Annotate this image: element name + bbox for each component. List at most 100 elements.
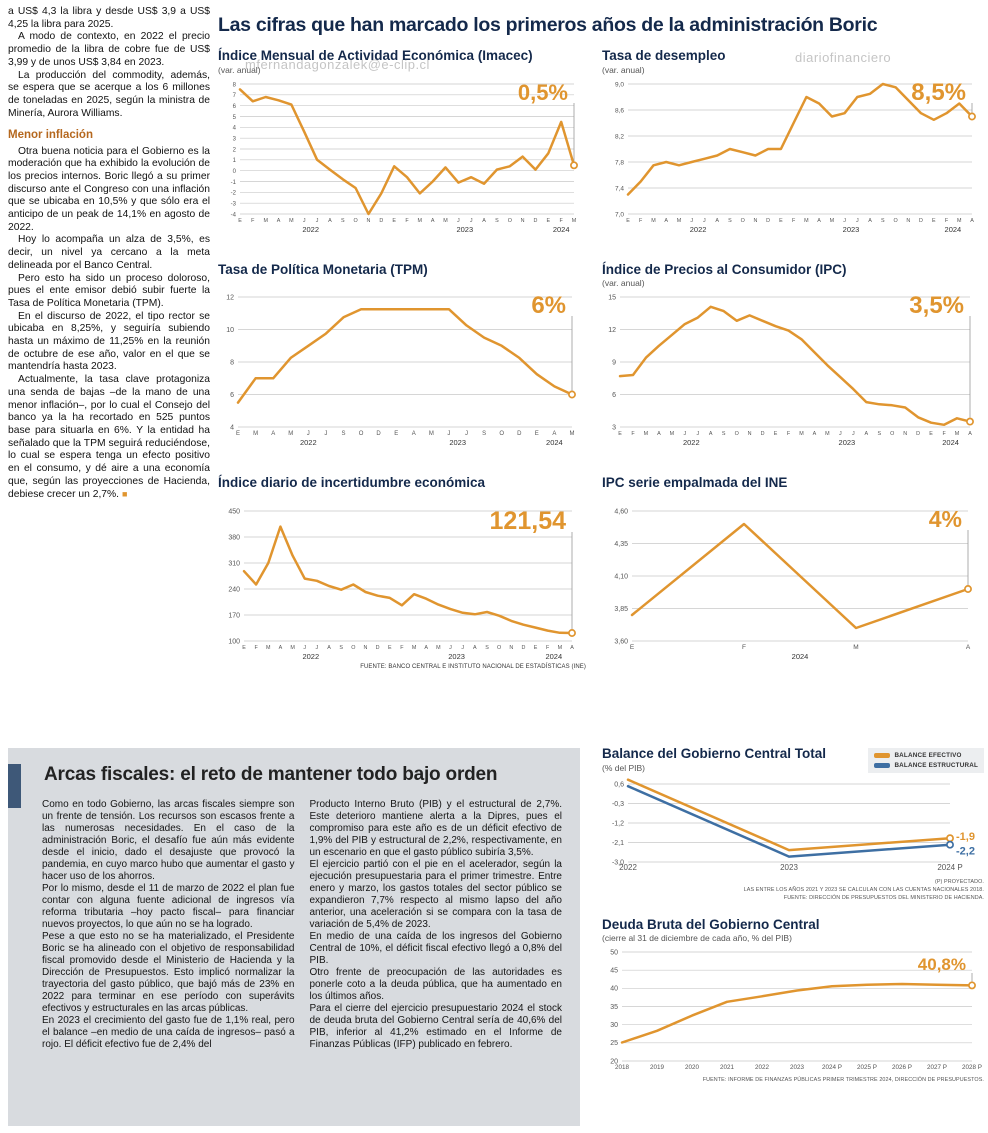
note-line: LAS ENTRE LOS AÑOS 2021 Y 2023 SE CALCUL… (743, 886, 984, 893)
svg-text:-1,9: -1,9 (956, 831, 975, 843)
svg-text:J: J (690, 218, 693, 224)
svg-text:A: A (552, 431, 556, 437)
svg-text:0,6: 0,6 (614, 781, 624, 788)
svg-text:S: S (341, 218, 345, 224)
svg-text:J: J (303, 218, 306, 224)
svg-text:F: F (405, 218, 409, 224)
svg-text:8: 8 (230, 359, 234, 366)
svg-text:D: D (521, 645, 525, 651)
svg-text:3,5%: 3,5% (909, 292, 964, 319)
svg-text:M: M (443, 218, 448, 224)
svg-text:1: 1 (233, 158, 237, 164)
svg-text:8,6: 8,6 (615, 107, 624, 114)
svg-text:-1,2: -1,2 (612, 820, 624, 827)
svg-text:E: E (618, 431, 622, 437)
fiscal-paragraph: Pese a que esto no se ha materializado, … (42, 931, 295, 1014)
article-paragraph: a US$ 4,3 la libra y desde US$ 3,9 a US$… (8, 6, 210, 30)
svg-text:M: M (253, 431, 258, 437)
svg-text:2023: 2023 (448, 652, 465, 661)
svg-text:N: N (521, 218, 525, 224)
chart-title: Tasa de desempleo (602, 48, 726, 63)
chart-subtitle (218, 278, 586, 289)
note-line: FUENTE: DIRECCIÓN DE PRESUPUESTOS DEL MI… (783, 895, 984, 902)
svg-text:A: A (328, 218, 332, 224)
charts-source: FUENTE: BANCO CENTRAL E INSTITUTO NACION… (360, 663, 586, 670)
svg-text:J: J (683, 431, 686, 437)
svg-text:2023: 2023 (456, 225, 473, 234)
svg-text:40,8%: 40,8% (918, 955, 966, 974)
svg-text:A: A (327, 645, 331, 651)
legend-swatch-blue (874, 763, 891, 768)
legend-item-efectivo: BALANCE EFECTIVO (874, 752, 978, 759)
svg-text:J: J (316, 645, 319, 651)
svg-text:F: F (639, 218, 643, 224)
chart-subtitle: (% del PIB) (602, 762, 645, 773)
chart-title: Índice de Precios al Consumidor (IPC) (602, 261, 847, 277)
svg-text:3,60: 3,60 (614, 638, 628, 645)
svg-text:J: J (449, 645, 452, 651)
svg-text:N: N (367, 218, 371, 224)
svg-text:7,0: 7,0 (615, 211, 624, 218)
svg-text:240: 240 (228, 586, 240, 593)
svg-text:-3,0: -3,0 (612, 859, 624, 866)
svg-text:E: E (546, 218, 550, 224)
svg-text:S: S (341, 431, 345, 437)
svg-text:J: J (465, 431, 468, 437)
svg-text:3: 3 (612, 424, 616, 431)
svg-text:D: D (517, 431, 522, 437)
svg-text:N: N (903, 431, 907, 437)
svg-text:2019: 2019 (650, 1064, 665, 1071)
svg-text:25: 25 (610, 1040, 618, 1047)
legend-swatch-orange (874, 753, 891, 758)
svg-text:J: J (843, 218, 846, 224)
svg-text:2024: 2024 (792, 652, 809, 661)
svg-text:O: O (359, 431, 364, 437)
article-paragraphs-bottom: Otra buena noticia para el Gobierno es l… (8, 146, 210, 502)
svg-text:E: E (394, 431, 398, 437)
article-paragraphs-top: a US$ 4,3 la libra y desde US$ 3,9 a US$… (8, 6, 210, 120)
fiscal-panel: Arcas fiscales: el reto de mantener todo… (8, 748, 580, 1126)
svg-text:M: M (263, 218, 268, 224)
svg-text:M: M (429, 431, 434, 437)
svg-text:15: 15 (608, 294, 616, 301)
article-paragraph: Otra buena noticia para el Gobierno es l… (8, 145, 210, 233)
svg-text:O: O (741, 218, 745, 224)
svg-text:7,8: 7,8 (615, 159, 624, 166)
svg-text:D: D (376, 645, 380, 651)
svg-text:E: E (630, 644, 635, 651)
svg-text:M: M (266, 645, 271, 651)
article-paragraph: A modo de contexto, en 2022 el precio pr… (8, 31, 210, 68)
svg-text:N: N (509, 645, 513, 651)
svg-text:170: 170 (228, 612, 240, 619)
chart-subtitle: (var. anual) (602, 278, 645, 289)
svg-text:A: A (271, 431, 275, 437)
svg-text:J: J (307, 431, 310, 437)
svg-text:E: E (535, 431, 539, 437)
svg-text:E: E (388, 645, 392, 651)
svg-text:9: 9 (612, 359, 616, 366)
svg-text:O: O (351, 645, 355, 651)
fiscal-paragraph: El ejercicio partió con el pie en el ace… (309, 859, 563, 930)
svg-text:F: F (631, 431, 635, 437)
svg-text:40: 40 (610, 986, 618, 993)
fiscal-paragraph: Como en todo Gobierno, las arcas fiscale… (42, 799, 295, 882)
svg-text:2022: 2022 (302, 652, 319, 661)
svg-text:M: M (289, 218, 294, 224)
svg-text:2022: 2022 (300, 438, 317, 447)
legend-label: BALANCE EFECTIVO (894, 752, 962, 759)
svg-text:2023: 2023 (780, 863, 798, 872)
svg-text:121,54: 121,54 (490, 507, 567, 535)
svg-text:D: D (534, 218, 538, 224)
svg-text:A: A (970, 218, 974, 224)
chart-plot-imacec: 8 7 6 5 4 3 2 1 0 -1 -2 -3 -4 E F M A M J J A S O N D E F M A M J J A S O N… (218, 76, 586, 236)
chart-subtitle: (var. anual) (602, 64, 645, 75)
svg-text:2024: 2024 (945, 225, 962, 234)
fiscal-title: Arcas fiscales: el reto de mantener todo… (44, 764, 498, 785)
svg-text:4,60: 4,60 (614, 508, 628, 515)
fiscal-paragraph: Por lo mismo, desde el 11 de marzo de 20… (42, 883, 295, 930)
chart-plot-ipc-ine: 4,60 4,35 4,10 3,85 3,60 E F M A 2024 4% (602, 503, 984, 663)
chart-subtitle (602, 492, 984, 503)
svg-text:J: J (324, 431, 327, 437)
svg-text:F: F (742, 644, 746, 651)
svg-text:35: 35 (610, 1004, 618, 1011)
